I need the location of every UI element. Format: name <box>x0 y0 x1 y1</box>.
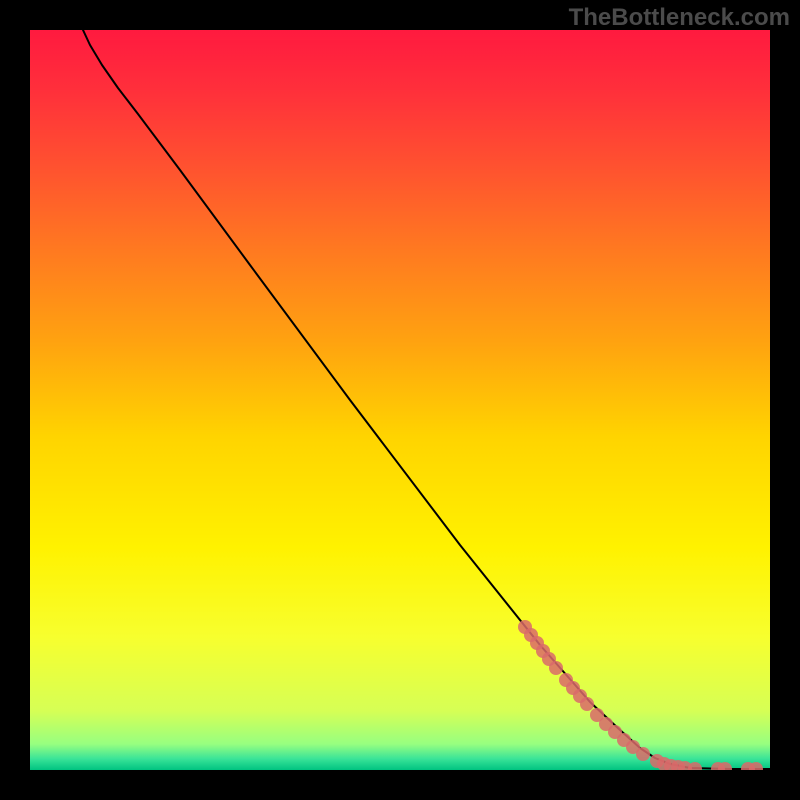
marker-point <box>580 697 594 711</box>
chart-svg <box>30 30 770 770</box>
watermark-text: TheBottleneck.com <box>569 4 790 32</box>
plot-area <box>30 30 770 770</box>
marker-point <box>636 747 650 761</box>
gradient-background <box>30 30 770 770</box>
marker-point <box>549 661 563 675</box>
